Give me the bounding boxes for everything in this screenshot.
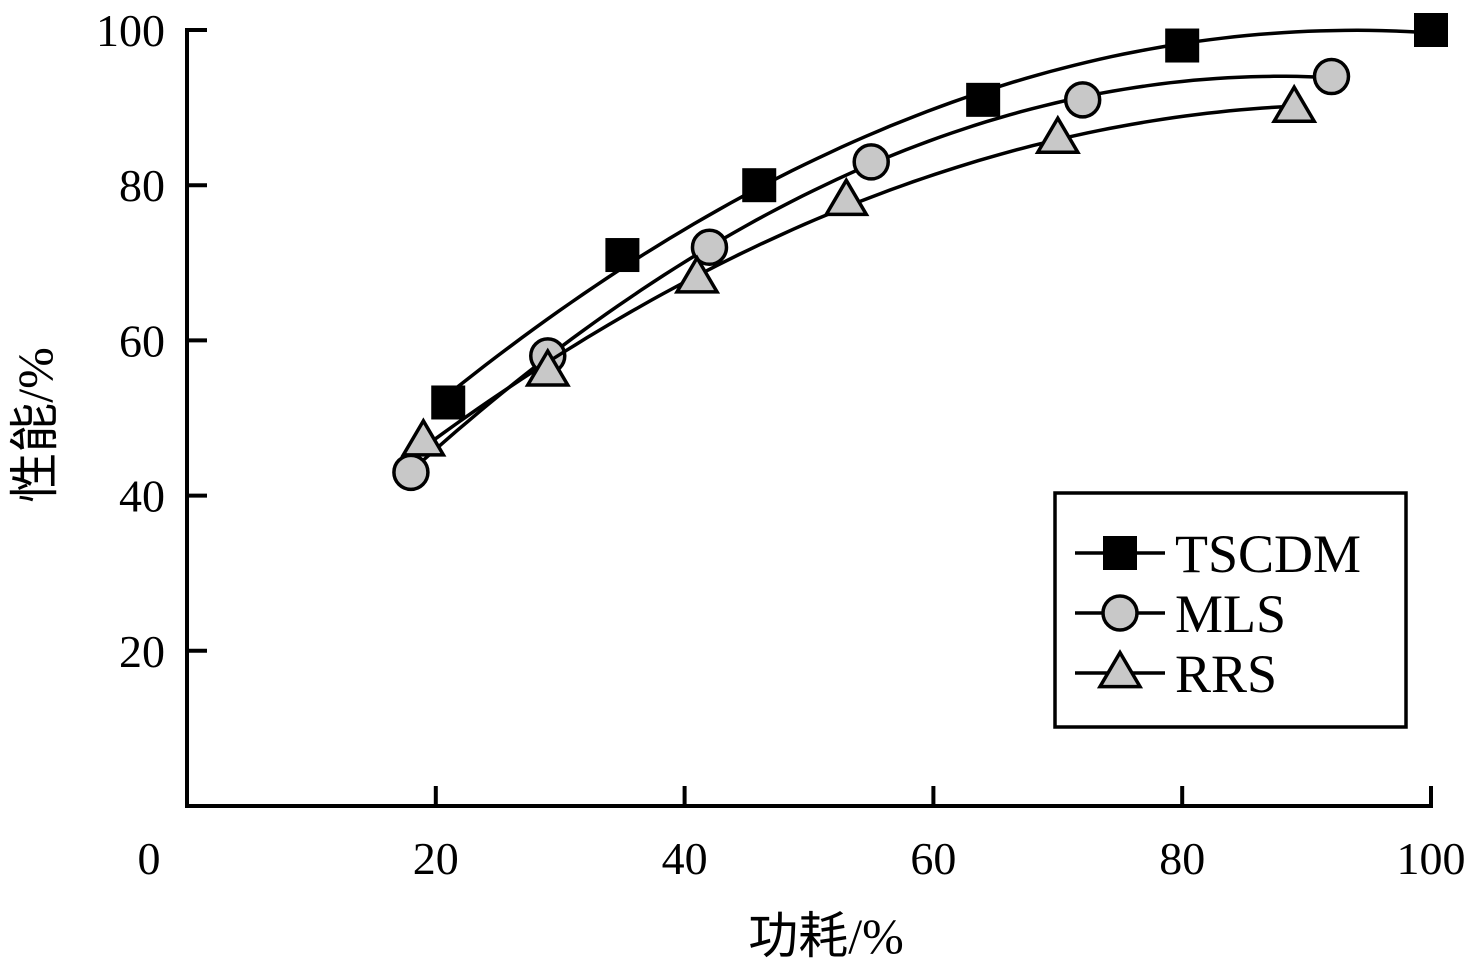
data-point-mls — [852, 143, 890, 181]
axes: 0 20 40 60 80 100 20 40 60 80 100 — [96, 5, 1466, 884]
data-point-tscdm — [431, 385, 466, 420]
data-point-tscdm — [605, 238, 640, 273]
legend-label-tscdm: TSCDM — [1175, 524, 1361, 584]
y-tick-label: 100 — [96, 5, 165, 56]
legend-marker-mls — [1101, 594, 1139, 632]
series-layer — [392, 13, 1448, 492]
data-point-tscdm — [966, 82, 1001, 117]
x-tick-label: 0 — [138, 833, 161, 884]
series-rrs — [400, 83, 1318, 457]
data-point-rrs — [1034, 114, 1081, 154]
y-tick-label: 40 — [119, 471, 165, 522]
data-point-tscdm — [1414, 13, 1448, 47]
series-line-tscdm — [447, 28, 1432, 396]
series-tscdm — [431, 13, 1448, 420]
legend-label-rrs: RRS — [1175, 644, 1277, 704]
series-mls — [392, 57, 1351, 492]
data-point-tscdm — [1165, 28, 1200, 63]
legend-label-mls: MLS — [1175, 584, 1286, 644]
x-tick-label: 80 — [1159, 833, 1205, 884]
x-tick-label: 40 — [662, 833, 708, 884]
data-point-mls — [392, 453, 430, 492]
data-point-rrs — [1271, 83, 1318, 123]
data-point-rrs — [524, 347, 571, 387]
data-point-tscdm — [742, 168, 777, 203]
y-axis-title: 性能/% — [7, 347, 63, 503]
data-point-mls — [1063, 81, 1102, 119]
x-tick-label: 20 — [413, 833, 459, 884]
x-tick-label: 100 — [1397, 833, 1466, 884]
y-tick-label: 80 — [119, 160, 165, 211]
x-axis-title: 功耗/% — [748, 908, 904, 964]
y-tick-label: 60 — [119, 315, 165, 366]
data-point-mls — [1312, 57, 1351, 96]
data-point-rrs — [673, 254, 721, 294]
legend-marker-tscdm — [1103, 536, 1137, 570]
x-tick-label: 60 — [910, 833, 956, 884]
y-tick-label: 20 — [119, 626, 165, 677]
data-point-mls — [690, 228, 729, 267]
legend-marker-rrs — [1096, 649, 1144, 689]
data-point-rrs — [823, 176, 870, 217]
data-point-rrs — [400, 417, 447, 457]
